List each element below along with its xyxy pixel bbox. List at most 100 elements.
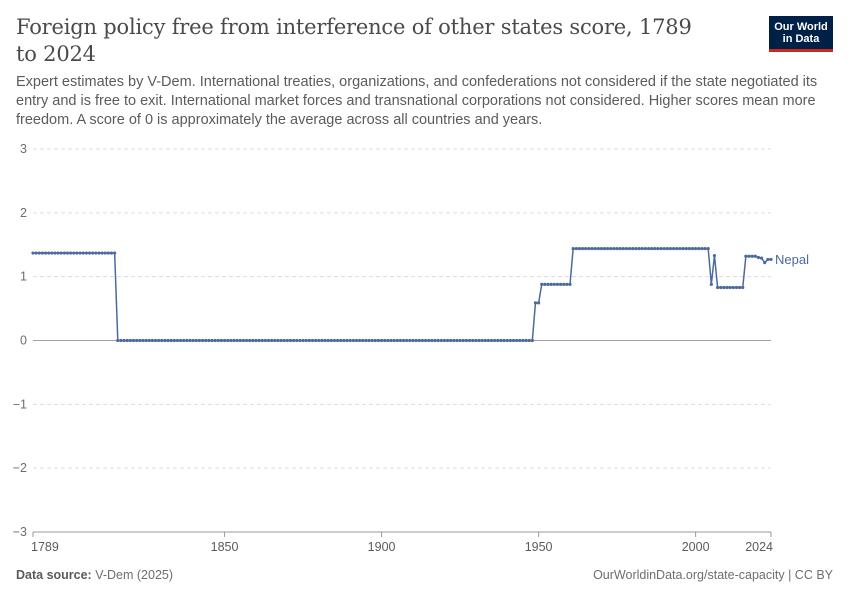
y-tick-label: −2 [13, 461, 27, 475]
data-point [336, 338, 340, 343]
data-point [34, 251, 38, 255]
data-point [653, 246, 657, 251]
data-point [160, 338, 164, 343]
data-point [379, 338, 384, 343]
logo-line-2: in Data [782, 33, 820, 45]
data-point [430, 338, 434, 343]
data-point [662, 246, 666, 251]
data-point [580, 246, 585, 251]
data-point [279, 338, 283, 343]
data-point [668, 246, 673, 251]
data-point [72, 251, 76, 255]
data-point [697, 246, 701, 251]
data-point [496, 338, 500, 343]
data-point [700, 246, 704, 251]
data-point [367, 338, 371, 343]
data-point [65, 251, 70, 255]
data-point [332, 338, 337, 343]
data-point [75, 251, 79, 255]
data-point [483, 338, 487, 343]
data-point [574, 246, 578, 251]
y-tick-label: 2 [20, 206, 27, 220]
data-point [354, 338, 359, 343]
data-point [295, 338, 299, 343]
data-point [100, 251, 104, 255]
data-point [40, 251, 45, 255]
data-point [182, 338, 186, 343]
data-point [464, 338, 468, 343]
data-source-value: V-Dem (2025) [95, 568, 174, 582]
data-point [50, 251, 54, 255]
data-point [712, 254, 717, 258]
y-tick-label: 3 [20, 142, 27, 156]
data-point [320, 338, 324, 343]
data-point [288, 338, 293, 343]
data-point [273, 338, 277, 343]
data-point [141, 338, 145, 343]
data-point [69, 251, 73, 255]
data-point [624, 246, 629, 251]
data-point [94, 251, 98, 255]
x-tick-label: 1950 [525, 540, 553, 554]
data-point [263, 338, 267, 343]
data-point [524, 338, 528, 343]
data-point [744, 254, 748, 258]
data-point [590, 246, 594, 251]
data-point [373, 338, 377, 343]
data-point [125, 338, 129, 343]
data-point [562, 282, 566, 286]
data-point [690, 246, 695, 251]
data-point [753, 254, 757, 258]
data-point [480, 338, 484, 343]
data-point [612, 246, 616, 251]
data-point [609, 246, 613, 251]
data-point [537, 301, 541, 305]
data-point [427, 338, 431, 343]
data-point [364, 338, 368, 343]
data-point [750, 254, 754, 258]
data-point [477, 338, 481, 343]
data-point [314, 338, 318, 343]
data-point [634, 246, 638, 251]
data-point [116, 338, 120, 343]
data-point [153, 338, 158, 343]
data-point [232, 338, 236, 343]
series-line-nepal[interactable] [33, 247, 771, 342]
y-tick-label: −1 [13, 397, 27, 411]
data-point [376, 338, 381, 343]
chart-title: Foreign policy free from interference of… [16, 15, 692, 66]
data-point [549, 282, 553, 286]
data-point [301, 338, 305, 343]
data-point [678, 246, 682, 251]
x-tick-label: 1789 [31, 540, 59, 554]
data-point [131, 338, 136, 343]
data-point [238, 338, 242, 343]
data-source: Data source: V-Dem (2025) [16, 568, 173, 582]
data-point [577, 246, 582, 251]
data-point [254, 338, 258, 343]
data-point [449, 338, 453, 343]
source-url[interactable]: OurWorldinData.org/state-capacity | CC B… [593, 568, 833, 582]
data-point [417, 338, 421, 343]
data-point [169, 338, 173, 343]
y-tick-label: −3 [13, 525, 27, 539]
data-point [405, 338, 409, 343]
data-point [235, 338, 239, 343]
data-point [461, 338, 465, 343]
data-point [222, 338, 227, 343]
data-point [511, 338, 516, 343]
data-point [521, 338, 525, 343]
data-point [646, 246, 651, 251]
data-point [213, 338, 217, 343]
data-point [345, 338, 349, 343]
chart-subtitle: Expert estimates by V-Dem. International… [16, 74, 818, 128]
data-point [59, 251, 63, 255]
data-point [533, 301, 538, 305]
owid-logo[interactable]: Our World in Data [769, 16, 833, 52]
data-point [135, 338, 139, 343]
series-label-nepal[interactable]: Nepal [775, 252, 809, 267]
data-point [684, 246, 688, 251]
data-point [84, 251, 88, 255]
data-point [81, 251, 85, 255]
data-point [615, 246, 619, 251]
